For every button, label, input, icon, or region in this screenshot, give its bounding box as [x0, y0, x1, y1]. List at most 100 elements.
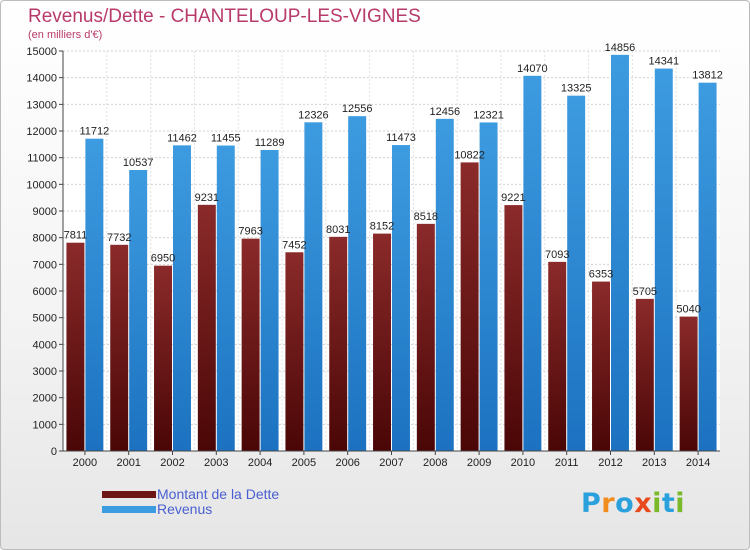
data-label-revenus-2006: 12556	[342, 103, 373, 115]
bar-dette-2000	[66, 242, 85, 451]
data-label-dette-2004: 7963	[238, 226, 262, 238]
data-label-dette-2000: 7811	[64, 230, 88, 242]
logo-letter: i	[675, 488, 686, 519]
bar-dette-2003	[197, 204, 216, 451]
y-tick-label: 4000	[33, 339, 57, 351]
bar-revenus-2003	[216, 145, 235, 452]
y-tick-label: 11000	[27, 153, 57, 165]
x-tick-label-2004: 2004	[248, 457, 272, 469]
y-tick-label: 7000	[33, 259, 57, 271]
proxiti-logo: Proxiti	[581, 488, 685, 519]
bar-dette-2010	[504, 205, 523, 451]
bar-dette-2012	[592, 281, 610, 451]
bar-dette-2007	[373, 233, 391, 451]
data-label-revenus-2011: 13325	[561, 83, 592, 95]
x-tick-label-2012: 2012	[598, 457, 622, 469]
data-label-revenus-2002: 11462	[167, 132, 197, 144]
bar-dette-2011	[548, 261, 567, 451]
data-label-revenus-2008: 12456	[429, 106, 460, 118]
x-tick-label-2007: 2007	[379, 457, 403, 469]
data-label-revenus-2010: 14070	[517, 63, 548, 75]
y-tick-label: 6000	[33, 286, 57, 298]
logo-letter: r	[601, 488, 616, 519]
data-label-dette-2002: 6950	[151, 253, 175, 265]
y-tick-label: 12000	[26, 126, 57, 138]
y-tick-label: 2000	[33, 393, 57, 405]
legend-swatch-dette	[102, 491, 156, 498]
bar-revenus-2009	[479, 122, 498, 451]
legend-label-dette: Montant de la Dette	[157, 486, 280, 502]
bar-revenus-2014	[698, 82, 717, 452]
data-label-dette-2013: 5705	[633, 286, 657, 298]
data-label-revenus-2005: 12326	[298, 109, 329, 121]
bar-revenus-2005	[304, 122, 323, 451]
x-tick-label-2009: 2009	[467, 457, 491, 469]
y-tick-label: 8000	[33, 233, 57, 245]
x-tick-label-2006: 2006	[335, 457, 359, 469]
y-tick-label: 1000	[33, 419, 57, 431]
y-tick-label: 10000	[26, 179, 57, 191]
data-label-dette-2006: 8031	[326, 224, 350, 236]
data-label-revenus-2003: 11455	[211, 133, 241, 145]
legend-swatch-revenus	[102, 506, 156, 513]
bar-dette-2008	[416, 223, 435, 451]
data-label-revenus-2004: 11289	[255, 137, 285, 149]
y-tick-label: 15000	[26, 46, 57, 58]
logo-letter: x	[634, 488, 653, 519]
y-tick-label: 0	[51, 446, 57, 458]
x-tick-label-2001: 2001	[116, 457, 140, 469]
bar-dette-2009	[460, 162, 479, 451]
data-label-dette-2008: 8518	[414, 211, 438, 223]
bar-revenus-2010	[523, 75, 542, 452]
data-label-revenus-2009: 12321	[473, 109, 504, 121]
x-tick-label-2000: 2000	[73, 457, 97, 469]
data-label-revenus-2012: 14856	[605, 42, 636, 54]
bar-revenus-2006	[348, 116, 367, 451]
x-tick-label-2010: 2010	[511, 457, 535, 469]
bar-dette-2005	[285, 252, 304, 451]
data-label-dette-2012: 6353	[589, 269, 613, 281]
x-tick-label-2002: 2002	[160, 457, 184, 469]
data-label-dette-2005: 7452	[282, 239, 306, 251]
data-label-dette-2009: 10822	[454, 149, 485, 161]
x-tick-label-2011: 2011	[555, 457, 579, 469]
bar-dette-2014	[679, 316, 698, 451]
y-tick-label: 13000	[26, 99, 57, 111]
bar-revenus-2011	[567, 95, 586, 452]
x-tick-label-2003: 2003	[204, 457, 228, 469]
bar-dette-2013	[635, 298, 654, 451]
chart-title: Revenus/Dette - CHANTELOUP-LES-VIGNES	[28, 6, 421, 27]
data-label-dette-2014: 5040	[676, 304, 700, 316]
data-label-revenus-2001: 10537	[123, 157, 154, 169]
chart-subtitle: (en milliers d'€)	[28, 29, 103, 41]
data-label-revenus-2014: 13812	[692, 70, 723, 82]
bar-revenus-2004	[260, 149, 279, 451]
data-label-revenus-2013: 14341	[648, 56, 679, 68]
bar-revenus-2001	[129, 170, 148, 451]
legend-label-revenus: Revenus	[157, 501, 213, 517]
bar-dette-2001	[110, 244, 129, 451]
data-label-revenus-2000: 11712	[79, 126, 109, 138]
bar-revenus-2008	[435, 118, 454, 451]
logo-letter: i	[652, 488, 662, 519]
plot-area	[63, 51, 720, 451]
data-label-revenus-2007: 11473	[386, 132, 416, 144]
bar-dette-2004	[241, 238, 260, 451]
x-tick-label-2014: 2014	[686, 457, 710, 469]
y-tick-label: 3000	[33, 366, 57, 378]
x-tick-label-2005: 2005	[292, 457, 316, 469]
bar-revenus-2012	[611, 54, 629, 452]
bar-revenus-2007	[392, 145, 410, 451]
x-tick-label-2013: 2013	[642, 457, 666, 469]
bar-revenus-2000	[85, 138, 104, 451]
logo-letter: o	[615, 488, 635, 519]
bar-dette-2002	[154, 265, 172, 451]
data-label-dette-2011: 7093	[545, 249, 569, 261]
bar-revenus-2002	[173, 145, 191, 451]
y-tick-label: 5000	[33, 313, 57, 325]
logo-letter: P	[581, 488, 602, 519]
x-tick-label-2008: 2008	[423, 457, 447, 469]
y-tick-label: 14000	[26, 73, 57, 85]
